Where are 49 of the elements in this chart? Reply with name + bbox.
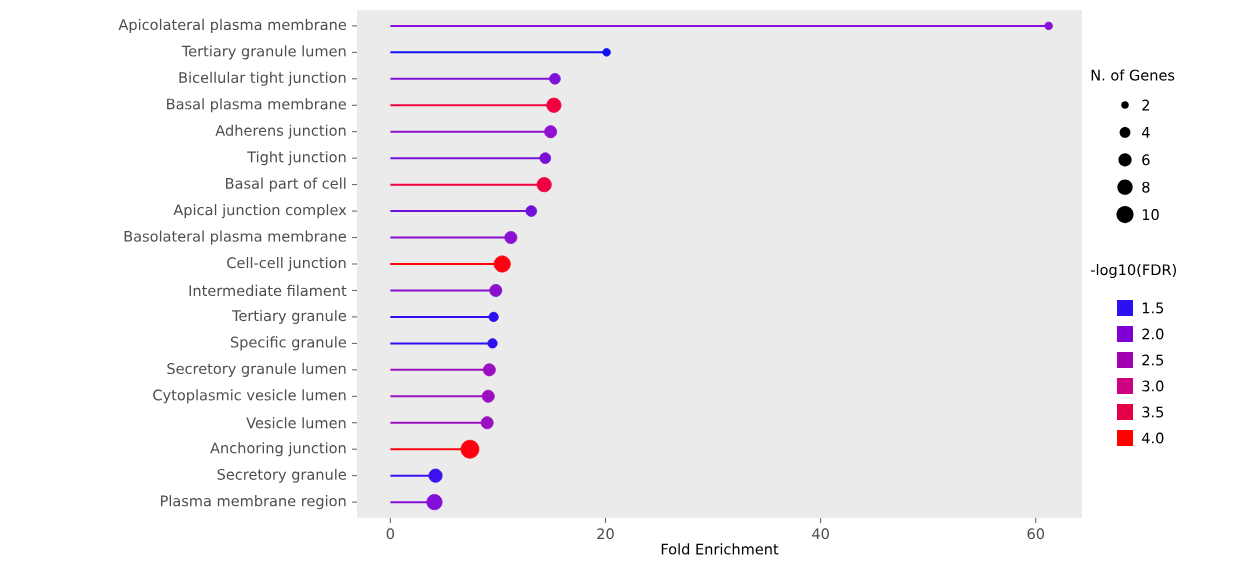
legend-label: 10 (1142, 209, 1159, 221)
y-tick-label: Tertiary granule (231, 309, 346, 324)
y-tick-label: Vesicle lumen (246, 417, 346, 429)
legend-title: N. of Genes (1091, 69, 1175, 81)
y-tick-label: Secretory granule (217, 468, 346, 483)
color-bar-label: 2.0 (1142, 328, 1164, 340)
legend-label: 8 (1142, 181, 1150, 193)
y-tick-label: Basal plasma membrane (167, 98, 346, 113)
y-tick-label: Anchoring junction (210, 442, 346, 457)
y-tick-label: Plasma membrane region (160, 495, 346, 510)
point (536, 177, 552, 193)
y-tick-label: Specific granule (230, 336, 346, 351)
y-tick-label: Cell-cell junction (227, 256, 346, 272)
y-tick-label: Cytoplasmic vesicle lumen (153, 389, 346, 404)
legend-label: 2 (1142, 99, 1150, 111)
legend-label: 4 (1141, 127, 1150, 138)
point (525, 205, 538, 217)
point (428, 468, 443, 483)
color-bar-label: 3.0 (1142, 380, 1164, 392)
x-tick-label: 20 (597, 528, 614, 540)
point (546, 97, 562, 113)
color-bar-title: -log10(FDR) (1090, 263, 1176, 279)
y-tick-label: Apicolateral plasma membrane (118, 18, 346, 33)
y-tick-label: Basolateral plasma membrane (124, 230, 346, 245)
y-tick-label: Intermediate filament (189, 284, 347, 297)
y-tick-label: Secretory granule lumen (167, 362, 346, 377)
y-tick-label: Basal part of cell (226, 177, 346, 192)
color-bar-label: 2.5 (1142, 354, 1164, 366)
point (481, 389, 495, 403)
color-bar-label: 1.5 (1142, 302, 1164, 314)
point (482, 363, 496, 377)
y-tick-label: Bicellular tight junction (179, 71, 346, 86)
point (489, 284, 503, 297)
x-tick-label: 40 (812, 528, 829, 540)
x-axis-title: Fold Enrichment (661, 543, 779, 555)
point (480, 416, 494, 430)
color-bar-label: 3.5 (1142, 406, 1164, 418)
point (549, 72, 561, 85)
y-tick-label: Apical junction complex (173, 204, 347, 219)
x-tick-label: 60 (1027, 528, 1045, 540)
legend-label: 6 (1142, 154, 1150, 166)
x-tick-label: 0 (386, 528, 395, 540)
point (539, 152, 552, 164)
point (504, 231, 518, 244)
y-tick-label: Adherens junction (215, 124, 346, 139)
color-bar-label: 4.0 (1141, 432, 1164, 444)
y-tick-label: Tertiary granule lumen (181, 45, 346, 60)
y-tick-label: Tight junction (247, 151, 346, 166)
point (544, 125, 558, 139)
